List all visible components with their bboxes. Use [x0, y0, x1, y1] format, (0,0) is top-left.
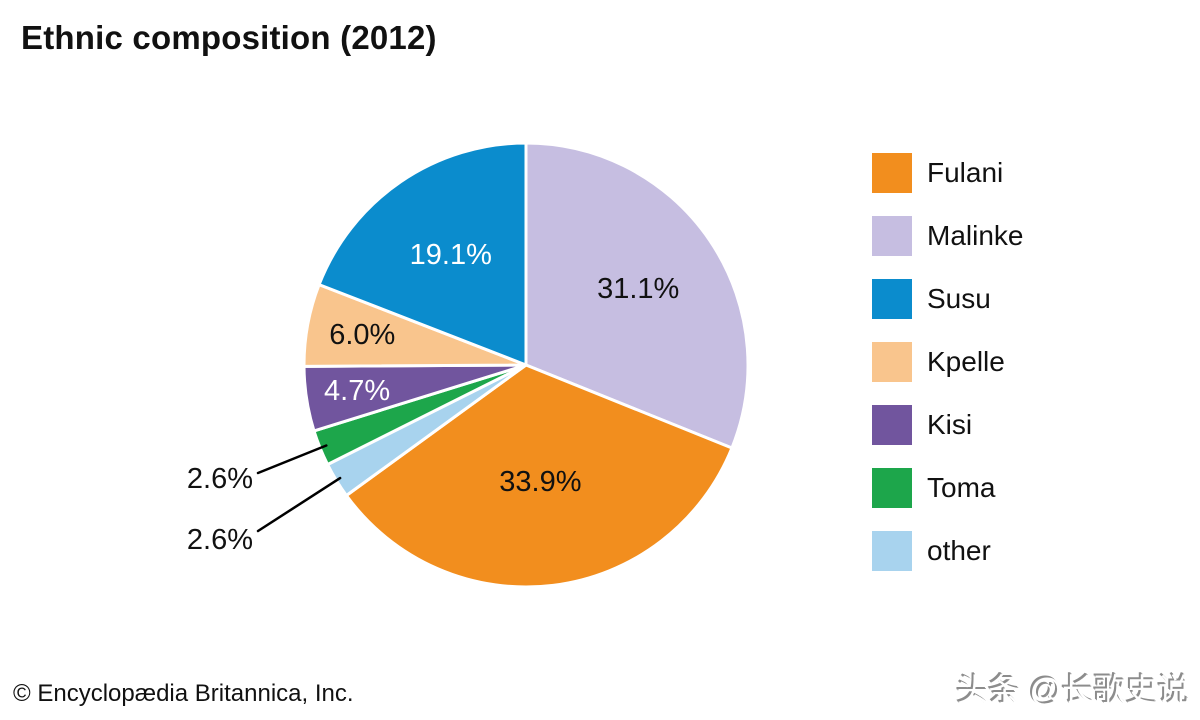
legend-label-Fulani: Fulani [927, 157, 1004, 188]
legend-label-Kpelle: Kpelle [927, 346, 1005, 377]
leader-line-other [256, 476, 342, 533]
pie-label-Toma: 2.6% [187, 463, 253, 495]
legend-label-Susu: Susu [927, 283, 991, 314]
legend-label-other: other [927, 535, 991, 566]
pie-label-Susu: 19.1% [410, 239, 492, 271]
legend-swatch-Kpelle [872, 342, 912, 382]
legend-item-Toma: Toma [872, 468, 1023, 508]
legend-swatch-Fulani [872, 153, 912, 193]
pie-label-Kisi: 4.7% [324, 375, 390, 407]
pie-label-other: 2.6% [187, 524, 253, 556]
legend-swatch-Susu [872, 279, 912, 319]
watermark: 头条 @长歌史说 [956, 672, 1190, 708]
legend-item-Susu: Susu [872, 279, 1023, 319]
legend-swatch-Toma [872, 468, 912, 508]
chart-title: Ethnic composition (2012) [21, 19, 437, 56]
legend-item-other: other [872, 531, 1023, 571]
legend: Fulani Malinke Susu Kpelle Kisi Toma other [872, 153, 1023, 594]
pie-label-Fulani: 33.9% [499, 466, 581, 498]
copyright-credit: © Encyclopædia Britannica, Inc. [13, 680, 354, 707]
legend-item-Malinke: Malinke [872, 216, 1023, 256]
pie-slice-Fulani [344, 363, 734, 589]
legend-swatch-other [872, 531, 912, 571]
pie-slice-Susu [317, 141, 528, 367]
pie-slice-Malinke [524, 141, 750, 450]
legend-item-Kisi: Kisi [872, 405, 1023, 445]
legend-swatch-Kisi [872, 405, 912, 445]
pie-label-Kpelle: 6.0% [329, 319, 395, 351]
pie-label-Malinke: 31.1% [597, 273, 679, 305]
legend-item-Kpelle: Kpelle [872, 342, 1023, 382]
legend-label-Toma: Toma [927, 472, 996, 503]
legend-item-Fulani: Fulani [872, 153, 1023, 193]
leader-line-Toma [256, 444, 328, 475]
legend-label-Malinke: Malinke [927, 220, 1024, 251]
legend-label-Kisi: Kisi [927, 409, 973, 440]
legend-swatch-Malinke [872, 216, 912, 256]
